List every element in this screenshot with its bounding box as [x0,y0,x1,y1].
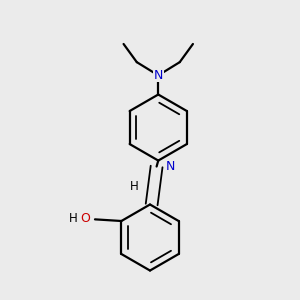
Text: H: H [69,212,78,225]
Text: O: O [80,212,90,225]
Text: H: H [130,180,139,193]
Text: N: N [166,160,175,173]
Text: N: N [154,69,163,82]
